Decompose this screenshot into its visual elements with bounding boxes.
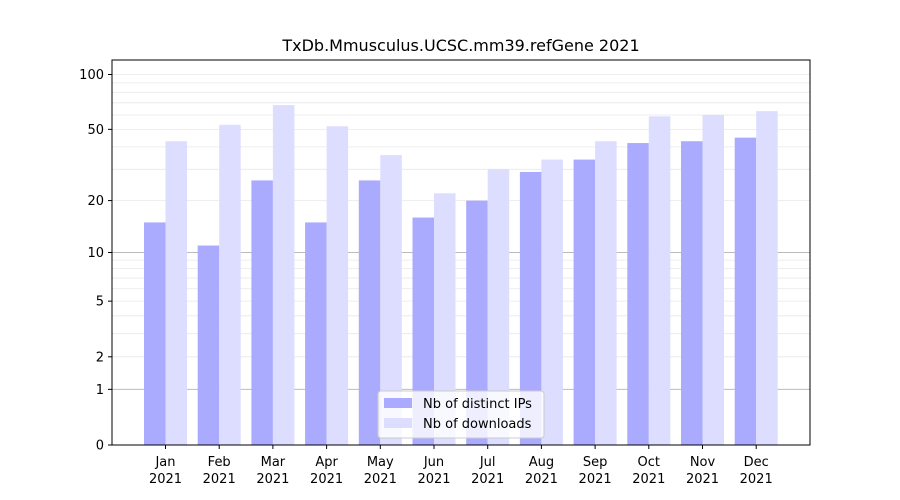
x-tick-label-year: 2021 bbox=[525, 472, 558, 487]
bar-downloads bbox=[219, 124, 241, 445]
bar-distinct-ips bbox=[519, 171, 542, 445]
legend-swatch-downloads bbox=[384, 418, 412, 428]
x-tick-label-month: Apr bbox=[315, 455, 338, 470]
legend-label-distinct-ips: Nb of distinct IPs bbox=[423, 397, 532, 412]
x-tick-label-year: 2021 bbox=[364, 472, 397, 487]
x-tick-label-month: Oct bbox=[638, 455, 660, 470]
bar-distinct-ips bbox=[412, 217, 434, 445]
bar-downloads bbox=[702, 114, 724, 445]
x-tick-label-year: 2021 bbox=[632, 472, 665, 487]
x-tick-label-year: 2021 bbox=[579, 472, 612, 487]
y-tick-label: 2 bbox=[96, 350, 104, 365]
x-tick-label-month: Aug bbox=[529, 455, 554, 470]
x-tick-label-month: Mar bbox=[261, 455, 286, 470]
x-tick-label-year: 2021 bbox=[740, 472, 773, 487]
bar-distinct-ips bbox=[358, 180, 381, 446]
x-axis: Jan 2021 Feb 2021 Mar 2021 Apr 2021 May 2021 Jun 20… bbox=[149, 445, 773, 487]
x-tick-label-month: Dec bbox=[744, 455, 769, 470]
x-tick-label-year: 2021 bbox=[686, 472, 719, 487]
bar-downloads bbox=[380, 155, 402, 446]
bar-distinct-ips bbox=[627, 143, 649, 446]
y-tick-label: 0 bbox=[96, 439, 104, 454]
x-tick-label-month: Nov bbox=[690, 455, 716, 470]
y-tick-label: 100 bbox=[79, 68, 104, 83]
x-tick-label-year: 2021 bbox=[203, 472, 236, 487]
bar-distinct-ips bbox=[734, 137, 757, 445]
y-tick-label: 10 bbox=[87, 246, 104, 261]
bar-downloads bbox=[434, 193, 456, 445]
bar-downloads bbox=[165, 141, 187, 446]
legend: Nb of distinct IPs Nb of downloads bbox=[377, 390, 545, 439]
y-tick-label: 1 bbox=[96, 383, 104, 398]
bar-downloads bbox=[487, 169, 510, 445]
bar-distinct-ips bbox=[197, 245, 220, 445]
x-tick-label-month: Sep bbox=[583, 455, 608, 470]
y-tick-label: 50 bbox=[87, 123, 104, 138]
bar-distinct-ips bbox=[681, 141, 703, 446]
bar-distinct-ips bbox=[466, 200, 488, 445]
x-tick-label-month: Jan bbox=[154, 455, 175, 470]
bar-distinct-ips bbox=[573, 159, 596, 445]
x-tick-label-year: 2021 bbox=[310, 472, 343, 487]
x-tick-label-year: 2021 bbox=[149, 472, 182, 487]
bar-downloads bbox=[756, 111, 778, 445]
bars bbox=[144, 105, 778, 446]
legend-box bbox=[377, 390, 545, 439]
x-tick-label-month: Feb bbox=[208, 455, 231, 470]
y-axis: 0 1 2 5 10 20 50 100 bbox=[79, 68, 112, 454]
x-tick-label-year: 2021 bbox=[471, 472, 504, 487]
y-tick-label: 20 bbox=[87, 194, 104, 209]
bar-distinct-ips bbox=[251, 180, 273, 446]
x-tick-label-month: Jun bbox=[423, 455, 444, 470]
legend-swatch-distinct-ips bbox=[384, 398, 412, 408]
bar-downloads bbox=[648, 116, 671, 446]
x-tick-label-month: May bbox=[367, 455, 394, 470]
bar-downloads bbox=[541, 159, 563, 445]
bar-downloads bbox=[595, 141, 617, 446]
bar-distinct-ips bbox=[305, 222, 327, 445]
y-tick-label: 5 bbox=[96, 295, 104, 310]
bar-downloads bbox=[326, 126, 349, 445]
x-tick-label-month: Jul bbox=[479, 455, 496, 470]
x-tick-label-year: 2021 bbox=[417, 472, 450, 487]
chart-title: TxDb.Mmusculus.UCSC.mm39.refGene 2021 bbox=[281, 36, 639, 55]
x-tick-label-year: 2021 bbox=[256, 472, 289, 487]
bar-distinct-ips bbox=[144, 222, 166, 445]
legend-label-downloads: Nb of downloads bbox=[423, 417, 532, 432]
bar-downloads bbox=[272, 105, 295, 446]
